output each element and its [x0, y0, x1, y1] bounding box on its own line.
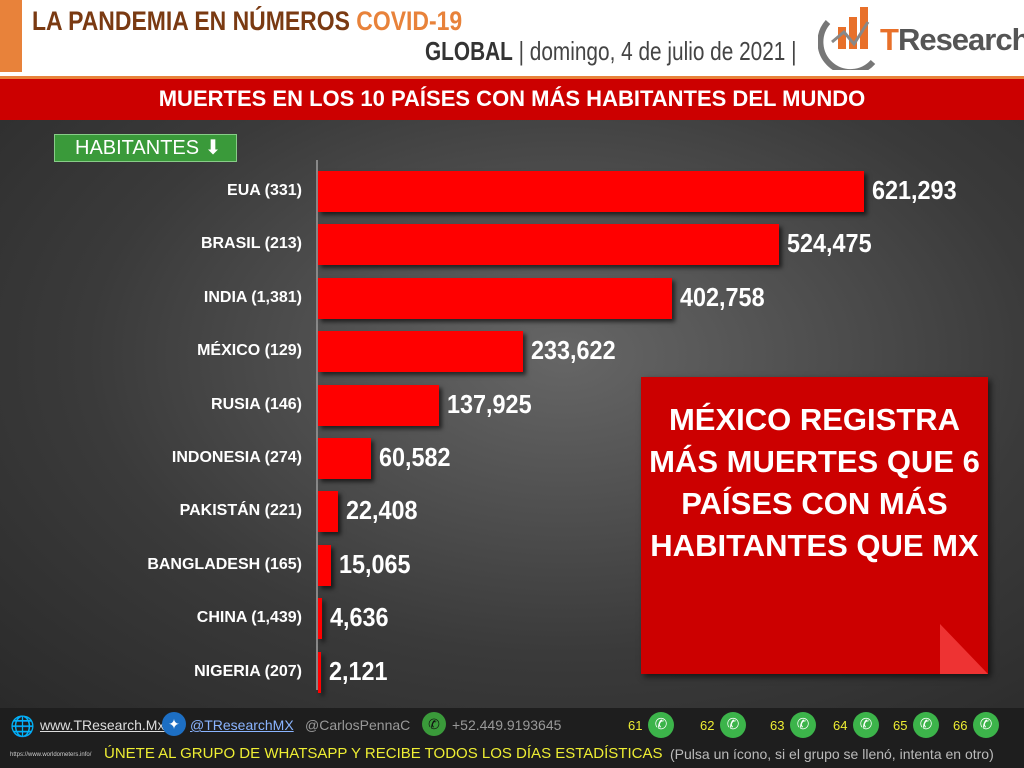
group-number: 64 [833, 718, 848, 733]
value-label: 137,925 [447, 388, 532, 419]
logo-text: TResearch [880, 22, 1024, 57]
cta-note: (Pulsa un ícono, si el grupo se llenó, i… [670, 746, 994, 762]
logo-chart-icon [817, 7, 876, 76]
category-label: MÉXICO (129) [197, 342, 302, 360]
phone-number: +52.449.9193645 [452, 717, 562, 733]
twitter-icon: ✦ [162, 712, 186, 736]
whatsapp-cta: ÚNETE AL GRUPO DE WHATSAPP Y RECIBE TODO… [104, 745, 663, 762]
callout-box: MÉXICO REGISTRA MÁS MUERTES QUE 6 PAÍSES… [641, 377, 988, 674]
title-accent: COVID-19 [356, 6, 463, 36]
logo: TResearch [817, 2, 1024, 76]
bar [318, 598, 323, 640]
value-label: 60,582 [379, 442, 451, 472]
group-number: 61 [628, 718, 643, 733]
value-label: 2,121 [329, 655, 388, 686]
group-number: 66 [953, 718, 968, 733]
bar [318, 277, 672, 319]
category-label: EUA (331) [227, 182, 302, 199]
source-link[interactable]: https://www.worldometers.info/ [10, 752, 92, 758]
whatsapp-icon[interactable]: ✆ [973, 712, 999, 738]
website-link[interactable]: www.TResearch.Mx [40, 717, 165, 733]
twitter-link[interactable]: @TResearchMX [190, 717, 294, 733]
whatsapp-icon[interactable]: ✆ [720, 712, 746, 738]
whatsapp-icon[interactable]: ✆ [913, 712, 939, 738]
subtitle: MUERTES EN LOS 10 PAÍSES CON MÁS HABITAN… [158, 86, 866, 111]
bar [318, 491, 338, 533]
category-label: BRASIL (213) [200, 235, 302, 253]
value-label: 22,408 [345, 495, 418, 526]
bar [318, 384, 440, 426]
group-number: 63 [770, 718, 785, 733]
value-label: 524,475 [786, 228, 872, 259]
date: domingo, 4 de julio de 2021 [529, 36, 786, 66]
category-label: PAKISTÁN (221) [179, 502, 302, 520]
value-label: 15,065 [339, 548, 411, 579]
category-label: BANGLADESH (165) [147, 555, 302, 573]
category-label: INDONESIA (274) [171, 449, 302, 466]
bar [318, 438, 372, 479]
group-number: 65 [893, 718, 908, 733]
globe-icon: 🌐 [10, 716, 35, 738]
y-axis-line [316, 160, 318, 690]
subtitle-banner: MUERTES EN LOS 10 PAÍSES CON MÁS HABITAN… [0, 76, 1024, 120]
bar [318, 171, 864, 212]
category-label: RUSIA (146) [211, 395, 302, 413]
sort-label: HABITANTES [75, 137, 200, 159]
value-label: 4,636 [330, 602, 389, 633]
page-title: LA PANDEMIA EN NÚMEROS COVID-19 [32, 6, 462, 37]
whatsapp-icon[interactable]: ✆ [853, 712, 879, 738]
bar [318, 224, 779, 266]
accent-bar [0, 0, 22, 72]
value-label: 402,758 [679, 281, 765, 312]
bar [318, 331, 524, 373]
category-label: INDIA (1,381) [203, 288, 302, 306]
value-label: 621,293 [872, 175, 957, 205]
header: LA PANDEMIA EN NÚMEROS COVID-19 GLOBAL |… [0, 0, 1024, 76]
category-label: CHINA (1,439) [196, 609, 302, 627]
whatsapp-icon[interactable]: ✆ [648, 712, 674, 738]
footer: 🌐 www.TResearch.Mx ✦ @TResearchMX @Carlo… [0, 708, 1024, 768]
personal-handle: @CarlosPennaC [305, 717, 411, 733]
chart-area: HABITANTES ⬇ EUA (331) 621,293 BRASIL (21… [0, 120, 1024, 708]
phone-icon: ✆ [422, 712, 446, 736]
value-label: 233,622 [531, 335, 616, 366]
bar [318, 544, 332, 586]
group-number: 62 [700, 718, 715, 733]
page-curl [940, 624, 988, 674]
callout-text: MÉXICO REGISTRA MÁS MUERTES QUE 6 PAÍSES… [649, 402, 980, 563]
bar [318, 651, 321, 693]
title-text: LA PANDEMIA EN NÚMEROS [32, 6, 350, 36]
sort-badge: HABITANTES ⬇ [54, 134, 237, 162]
category-label: NIGERIA (207) [194, 662, 302, 680]
scope: GLOBAL [425, 36, 513, 66]
arrow-down-icon: ⬇ [204, 137, 222, 159]
whatsapp-icon[interactable]: ✆ [790, 712, 816, 738]
date-line: GLOBAL | domingo, 4 de julio de 2021 | [425, 36, 797, 66]
